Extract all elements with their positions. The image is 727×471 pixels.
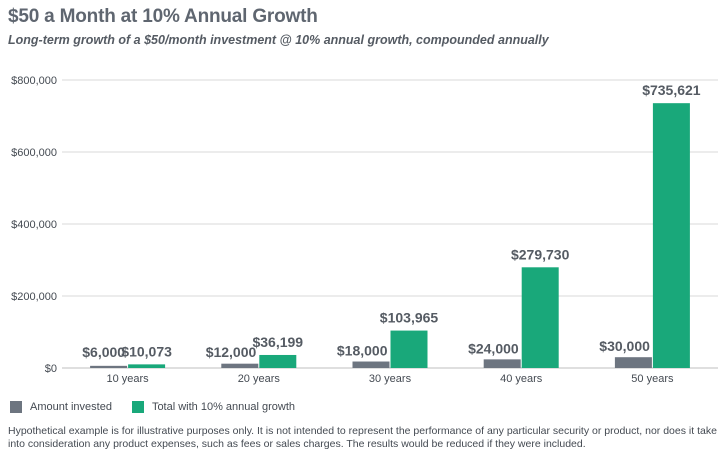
x-tick-label: 50 years <box>631 373 674 385</box>
y-tick-label: $200,000 <box>11 291 57 303</box>
chart-subtitle: Long-term growth of a $50/month investme… <box>8 33 549 47</box>
bar-invested <box>90 365 128 368</box>
bar-invested <box>483 359 521 368</box>
y-tick-label: $800,000 <box>11 75 57 87</box>
data-label-growth: $103,965 <box>380 310 439 326</box>
legend-item-invested: Amount invested <box>10 401 112 413</box>
data-label-invested: $24,000 <box>468 340 519 356</box>
legend-swatch-growth <box>131 401 144 413</box>
x-tick-label: 40 years <box>500 373 543 385</box>
y-tick-label: $600,000 <box>11 147 57 159</box>
bar-invested <box>352 361 390 368</box>
data-label-invested: $30,000 <box>599 338 650 354</box>
chart-legend: Amount invested Total with 10% annual gr… <box>10 401 315 413</box>
y-tick-label: $400,000 <box>11 219 57 231</box>
data-label-growth: $279,730 <box>511 246 570 262</box>
x-tick-label: 10 years <box>106 373 149 385</box>
data-label-invested: $6,000 <box>82 344 125 360</box>
data-label-invested: $18,000 <box>337 343 388 359</box>
bar-growth <box>259 354 297 368</box>
data-label-growth: $735,621 <box>642 82 701 98</box>
legend-swatch-invested <box>10 401 22 413</box>
legend-label-growth: Total with 10% annual growth <box>151 401 296 413</box>
bar-invested <box>221 363 259 368</box>
y-tick-label: $0 <box>45 363 57 375</box>
bar-growth <box>128 364 166 368</box>
data-label-growth: $10,073 <box>121 343 172 359</box>
x-tick-label: 30 years <box>369 373 412 385</box>
x-tick-label: 20 years <box>238 373 281 385</box>
bar-growth <box>652 103 690 368</box>
data-label-growth: $36,199 <box>252 334 303 350</box>
bar-chart: $0 $200,000 $400,000 $600,000 $800,000 $6,000… <box>11 75 718 385</box>
chart-title: $50 a Month at 10% Annual Growth <box>8 6 318 27</box>
legend-label-invested: Amount invested <box>30 401 112 413</box>
bar-growth <box>390 330 428 368</box>
disclaimer-footnote: Hypothetical example is for illustrative… <box>8 425 717 450</box>
legend-item-growth: Total with 10% annual growth <box>131 401 296 413</box>
bar-invested <box>614 357 652 368</box>
bar-growth <box>521 267 559 368</box>
data-label-invested: $12,000 <box>206 344 257 360</box>
